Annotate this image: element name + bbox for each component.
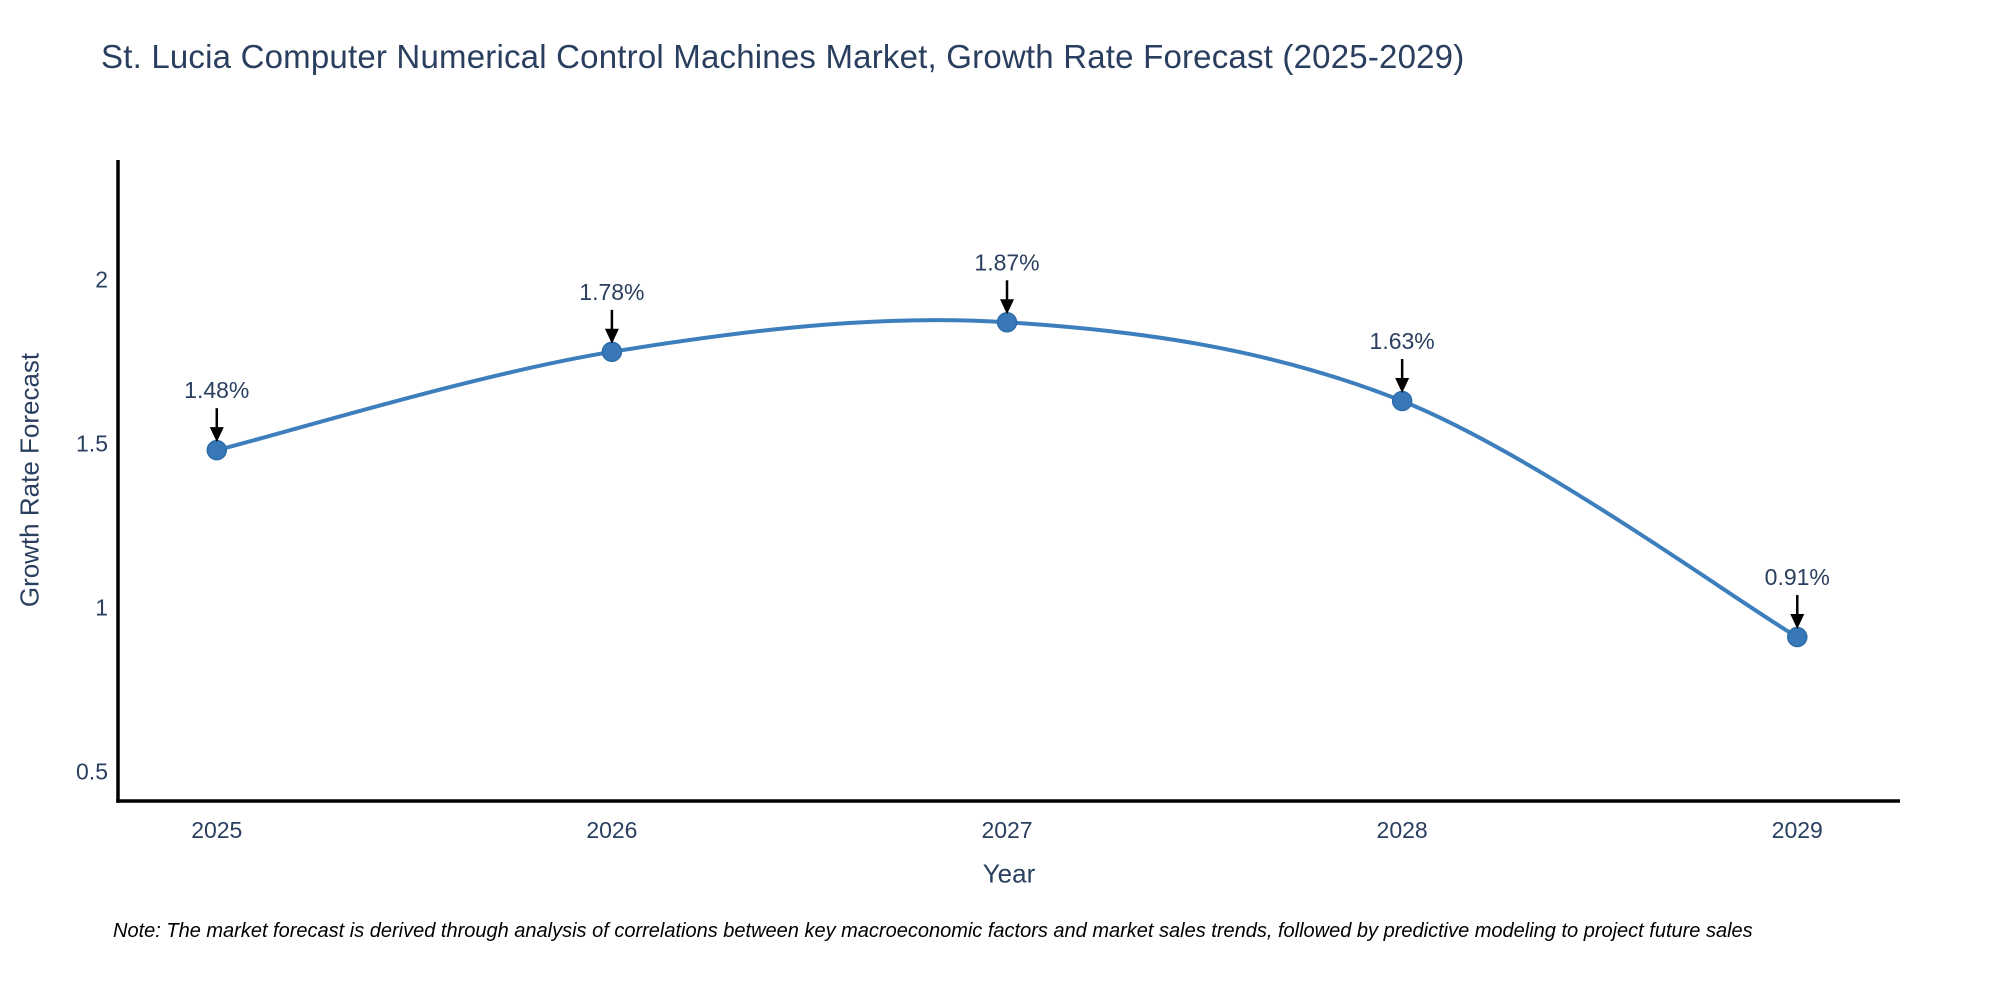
- data-point-marker: [1787, 626, 1808, 648]
- data-point-marker: [206, 439, 228, 461]
- x-tick-label: 2025: [191, 817, 242, 843]
- y-tick-label: 0.5: [76, 758, 108, 784]
- data-point-label: 1.87%: [974, 249, 1039, 275]
- data-point-marker: [996, 312, 1018, 333]
- y-tick-label: 1: [95, 595, 108, 621]
- forecast-spline-line: [214, 318, 1800, 640]
- annotation-arrow-head: [209, 427, 224, 443]
- y-tick-label: 1.5: [76, 431, 108, 457]
- annotation-arrow-head: [1000, 299, 1015, 315]
- y-axis-title: Growth Rate Forecast: [14, 352, 45, 608]
- data-point-label: 0.91%: [1765, 564, 1830, 590]
- x-tick-label: 2029: [1772, 817, 1823, 843]
- chart-title: St. Lucia Computer Numerical Control Mac…: [101, 38, 1465, 75]
- x-tick-label: 2026: [586, 817, 637, 843]
- annotation-arrow-head: [1395, 377, 1410, 393]
- x-tick-label: 2027: [981, 817, 1032, 843]
- annotation-arrow-head: [604, 328, 619, 344]
- data-point-label: 1.48%: [184, 377, 249, 403]
- annotation-arrow-head: [1790, 614, 1805, 630]
- x-axis-title: Year: [982, 858, 1036, 889]
- y-tick-label: 2: [95, 267, 108, 293]
- chart-footnote: Note: The market forecast is derived thr…: [113, 920, 1753, 942]
- data-point-marker: [1391, 390, 1413, 412]
- data-point-label: 1.78%: [579, 279, 644, 305]
- data-point-marker: [601, 341, 623, 363]
- x-tick-label: 2028: [1377, 817, 1428, 843]
- data-point-label: 1.63%: [1370, 328, 1435, 354]
